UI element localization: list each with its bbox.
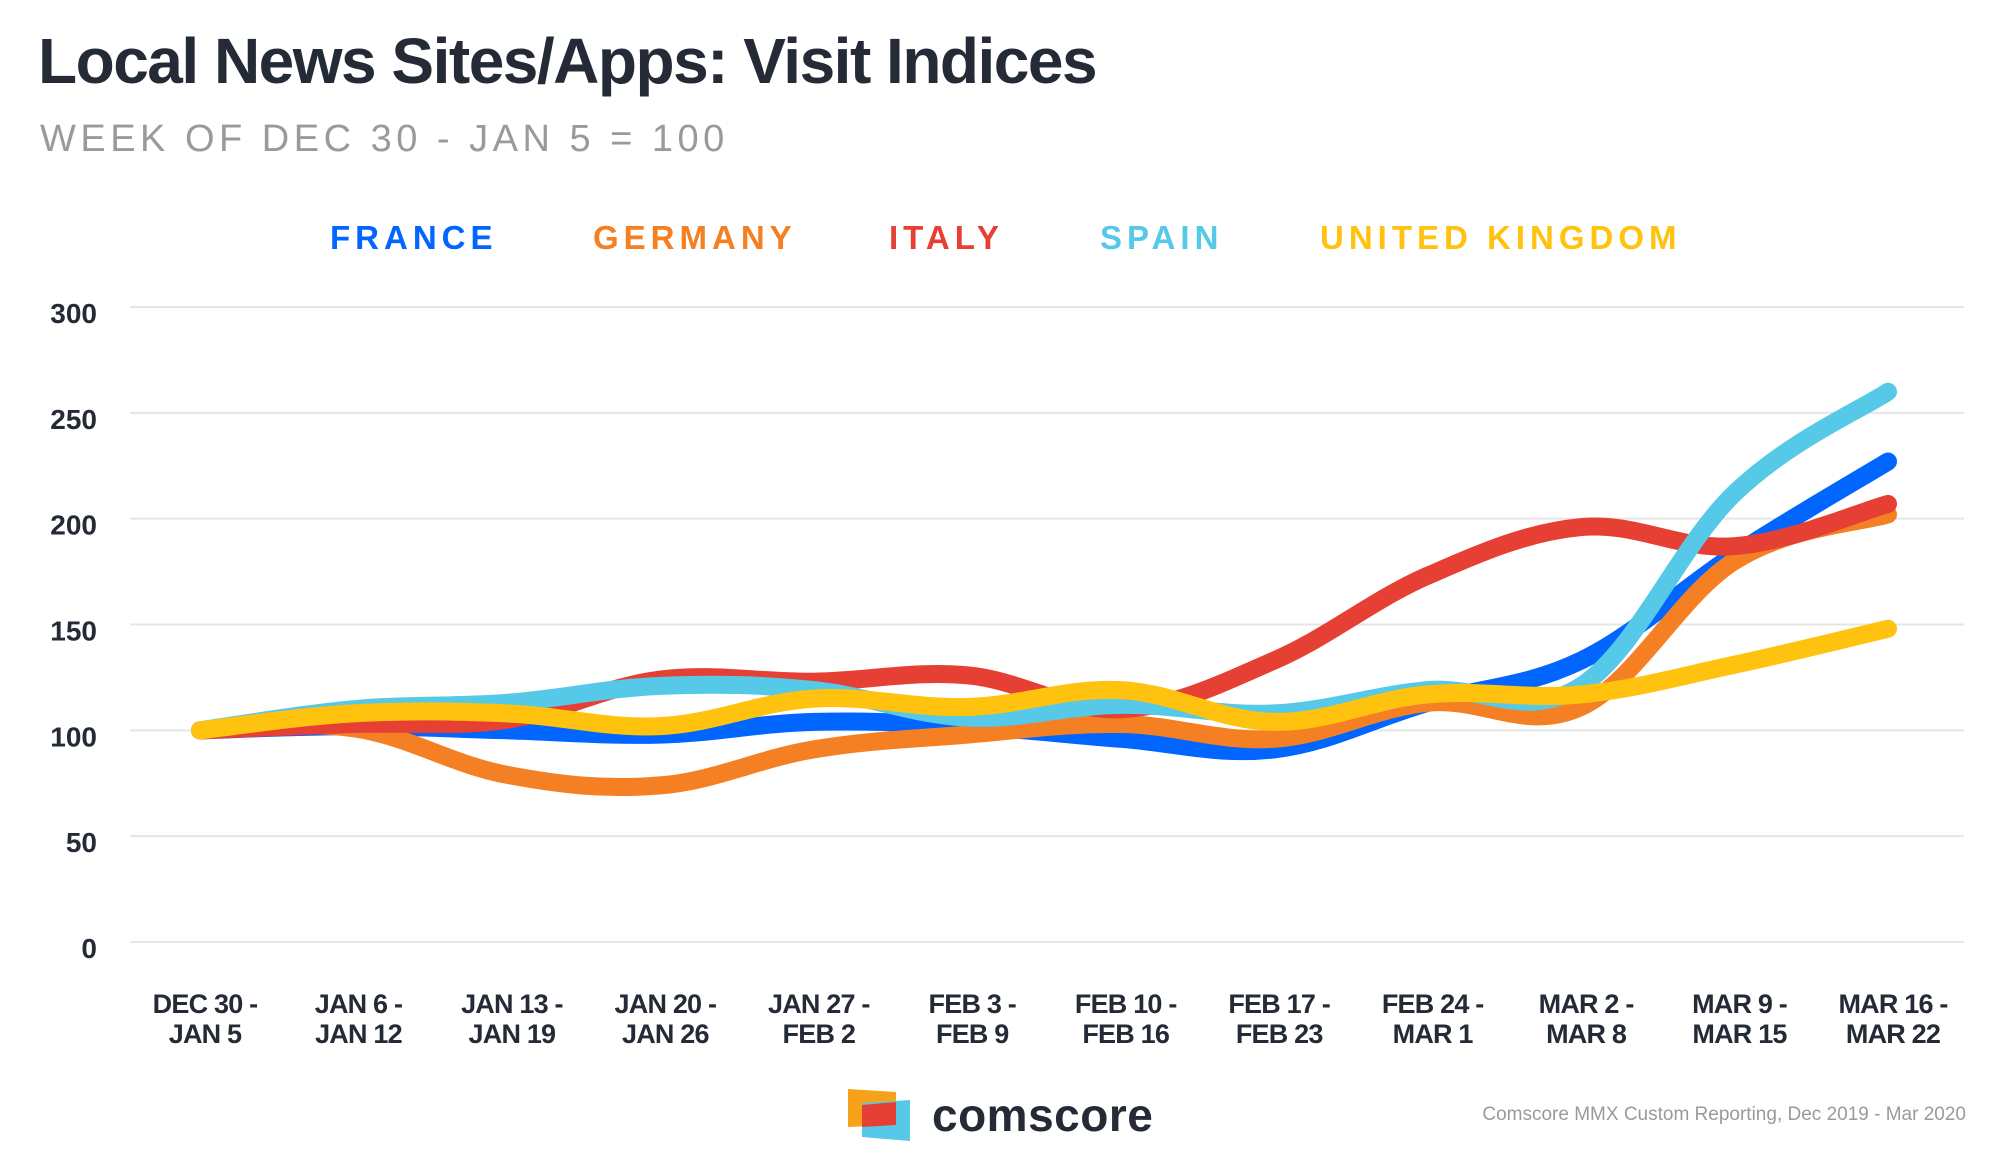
- x-tick-label: MAR 16 -MAR 22: [1838, 989, 1947, 1049]
- x-tick-label-line2: FEB 16: [1082, 1019, 1170, 1049]
- x-tick-label-line2: FEB 2: [783, 1019, 856, 1049]
- x-tick-label-line2: MAR 22: [1846, 1019, 1940, 1049]
- x-tick-label-line2: FEB 23: [1236, 1019, 1324, 1049]
- x-tick-label-line2: MAR 8: [1546, 1019, 1627, 1049]
- x-tick-label: MAR 2 -MAR 8: [1539, 989, 1634, 1049]
- x-tick-label: FEB 10 -FEB 16: [1075, 989, 1177, 1049]
- x-tick-label-line2: MAR 1: [1393, 1019, 1474, 1049]
- x-tick-label-line1: JAN 20 -: [615, 989, 717, 1019]
- comscore-logo-icon: [848, 1089, 910, 1141]
- chart-subtitle: WEEK OF DEC 30 - JAN 5 = 100: [40, 118, 729, 160]
- legend-item-italy: ITALY: [889, 219, 1004, 256]
- x-tick-label: JAN 6 -JAN 12: [315, 989, 402, 1049]
- chart-title: Local News Sites/Apps: Visit Indices: [38, 25, 1098, 97]
- logo-red-panel: [862, 1102, 896, 1127]
- legend-item-france: FRANCE: [330, 219, 498, 256]
- x-tick-label-line1: MAR 9 -: [1692, 989, 1787, 1019]
- x-tick-label: JAN 20 -JAN 26: [615, 989, 717, 1049]
- legend-item-united-kingdom: UNITED KINGDOM: [1320, 219, 1682, 256]
- series-lines: [191, 382, 1897, 797]
- x-tick-label-line1: MAR 16 -: [1838, 989, 1947, 1019]
- x-tick-label-line2: JAN 12: [315, 1019, 402, 1049]
- x-tick-label: FEB 17 -FEB 23: [1228, 989, 1330, 1049]
- x-tick-label: JAN 13 -JAN 19: [461, 989, 563, 1049]
- legend-item-spain: SPAIN: [1100, 219, 1224, 256]
- y-tick-label: 150: [50, 616, 97, 647]
- x-tick-label: DEC 30 -JAN 5: [153, 989, 258, 1049]
- y-tick-label: 0: [81, 933, 97, 964]
- legend-item-germany: GERMANY: [593, 219, 797, 256]
- series-line-germany: [191, 505, 1897, 797]
- x-tick-label-line1: MAR 2 -: [1539, 989, 1634, 1019]
- x-tick-label: FEB 3 -FEB 9: [929, 989, 1016, 1049]
- x-tick-label-line1: FEB 10 -: [1075, 989, 1177, 1019]
- legend: FRANCE GERMANY ITALY SPAIN UNITED KINGDO…: [0, 219, 2000, 259]
- x-axis: DEC 30 -JAN 5 JAN 6 -JAN 12 JAN 13 -JAN 19…: [153, 989, 1949, 1049]
- x-tick-label-line2: JAN 19: [469, 1019, 557, 1049]
- x-tick-label-line1: JAN 27 -: [768, 989, 870, 1019]
- x-tick-label-line1: DEC 30 -: [153, 989, 258, 1019]
- series-line-spain: [191, 382, 1897, 740]
- x-tick-label-line2: MAR 15: [1692, 1019, 1787, 1049]
- x-tick-label-line2: JAN 5: [169, 1019, 242, 1049]
- series-line-united-kingdom: [191, 619, 1897, 740]
- y-tick-label: 200: [50, 510, 97, 541]
- x-tick-label-line2: FEB 9: [936, 1019, 1009, 1049]
- x-tick-label: MAR 9 -MAR 15: [1692, 989, 1787, 1049]
- source-note: Comscore MMX Custom Reporting, Dec 2019 …: [1482, 1104, 1966, 1125]
- x-tick-label-line1: FEB 17 -: [1228, 989, 1330, 1019]
- gridlines: [130, 306, 1964, 943]
- y-tick-label: 300: [50, 298, 97, 329]
- comscore-logo-text: comscore: [932, 1089, 1154, 1141]
- x-tick-label-line1: JAN 13 -: [461, 989, 563, 1019]
- x-tick-label: FEB 24 -MAR 1: [1382, 989, 1484, 1049]
- x-tick-label-line2: JAN 26: [622, 1019, 710, 1049]
- y-tick-label: 50: [66, 827, 97, 858]
- y-tick-label: 100: [50, 721, 97, 752]
- y-axis: 0 50 100 150 200 250 300: [50, 298, 97, 964]
- x-tick-label: JAN 27 -FEB 2: [768, 989, 870, 1049]
- x-tick-label-line1: FEB 24 -: [1382, 989, 1484, 1019]
- y-tick-label: 250: [50, 404, 97, 435]
- x-tick-label-line1: FEB 3 -: [929, 989, 1016, 1019]
- x-tick-label-line1: JAN 6 -: [315, 989, 402, 1019]
